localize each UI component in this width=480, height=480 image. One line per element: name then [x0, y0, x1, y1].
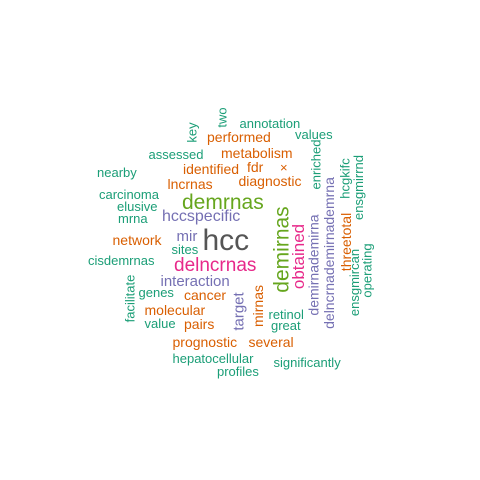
word-target: target [230, 291, 248, 331]
word-hepatocellular: hepatocellular [172, 350, 254, 366]
word-elusive: elusive [117, 198, 158, 214]
word-great: great [271, 317, 301, 333]
word-retinol: retinol [268, 306, 304, 322]
word-cisdemrnas: cisdemrnas [88, 252, 155, 268]
word-two: two [214, 106, 230, 128]
word-annotation: annotation [239, 115, 301, 131]
word-mrna: mrna [118, 210, 148, 226]
word-network: network [112, 232, 162, 248]
word-hcc: hcc [202, 224, 250, 257]
word-genes: genes [138, 284, 174, 300]
word-key: key [184, 121, 200, 143]
word-mir: mir [176, 227, 198, 245]
word-delncrnademirnademrna: delncrnademirnademrna [320, 177, 337, 329]
word-hcgkifc: hcgkifc [337, 157, 353, 199]
word-nearby: nearby [97, 164, 137, 180]
word-molecular: molecular [144, 302, 206, 318]
word-value: value [144, 315, 176, 331]
word-carcinoma: carcinoma [99, 186, 159, 202]
word-symbol: × [280, 159, 288, 175]
word-diagnostic: diagnostic [238, 173, 302, 189]
word-identified: identified [183, 161, 240, 177]
word-pairs: pairs [184, 316, 215, 332]
word-demrnas: demrnas [182, 190, 264, 214]
word-prognostic: prognostic [172, 334, 238, 350]
word-assessed: assessed [148, 146, 204, 162]
word-profiles: profiles [217, 363, 259, 379]
word-cancer: cancer [184, 287, 227, 303]
word-several: several [248, 334, 294, 350]
word-facilitate: facilitate [122, 274, 138, 322]
word-lncrnas: lncrnas [167, 176, 213, 192]
word-demirnademirna: demirnademirna [305, 214, 322, 316]
word-hccspecific: hccspecific [162, 208, 241, 225]
word-obtained: obtained [288, 223, 308, 289]
word-sites: sites [171, 241, 199, 257]
word-significantly: significantly [273, 354, 341, 370]
word-operating: operating [359, 242, 375, 298]
word-interaction: interaction [160, 272, 230, 290]
word-metabolism: metabolism [221, 145, 293, 161]
word-enriched: enriched [308, 139, 324, 189]
word-fdr: fdr [247, 159, 264, 175]
word-delncrnas: delncrnas [174, 254, 257, 276]
word-performed: performed [207, 129, 271, 145]
word-ensgmirrnd: ensgmirrnd [350, 154, 366, 220]
word-mirnas: mirnas [250, 284, 267, 328]
word-values: values [295, 126, 333, 142]
